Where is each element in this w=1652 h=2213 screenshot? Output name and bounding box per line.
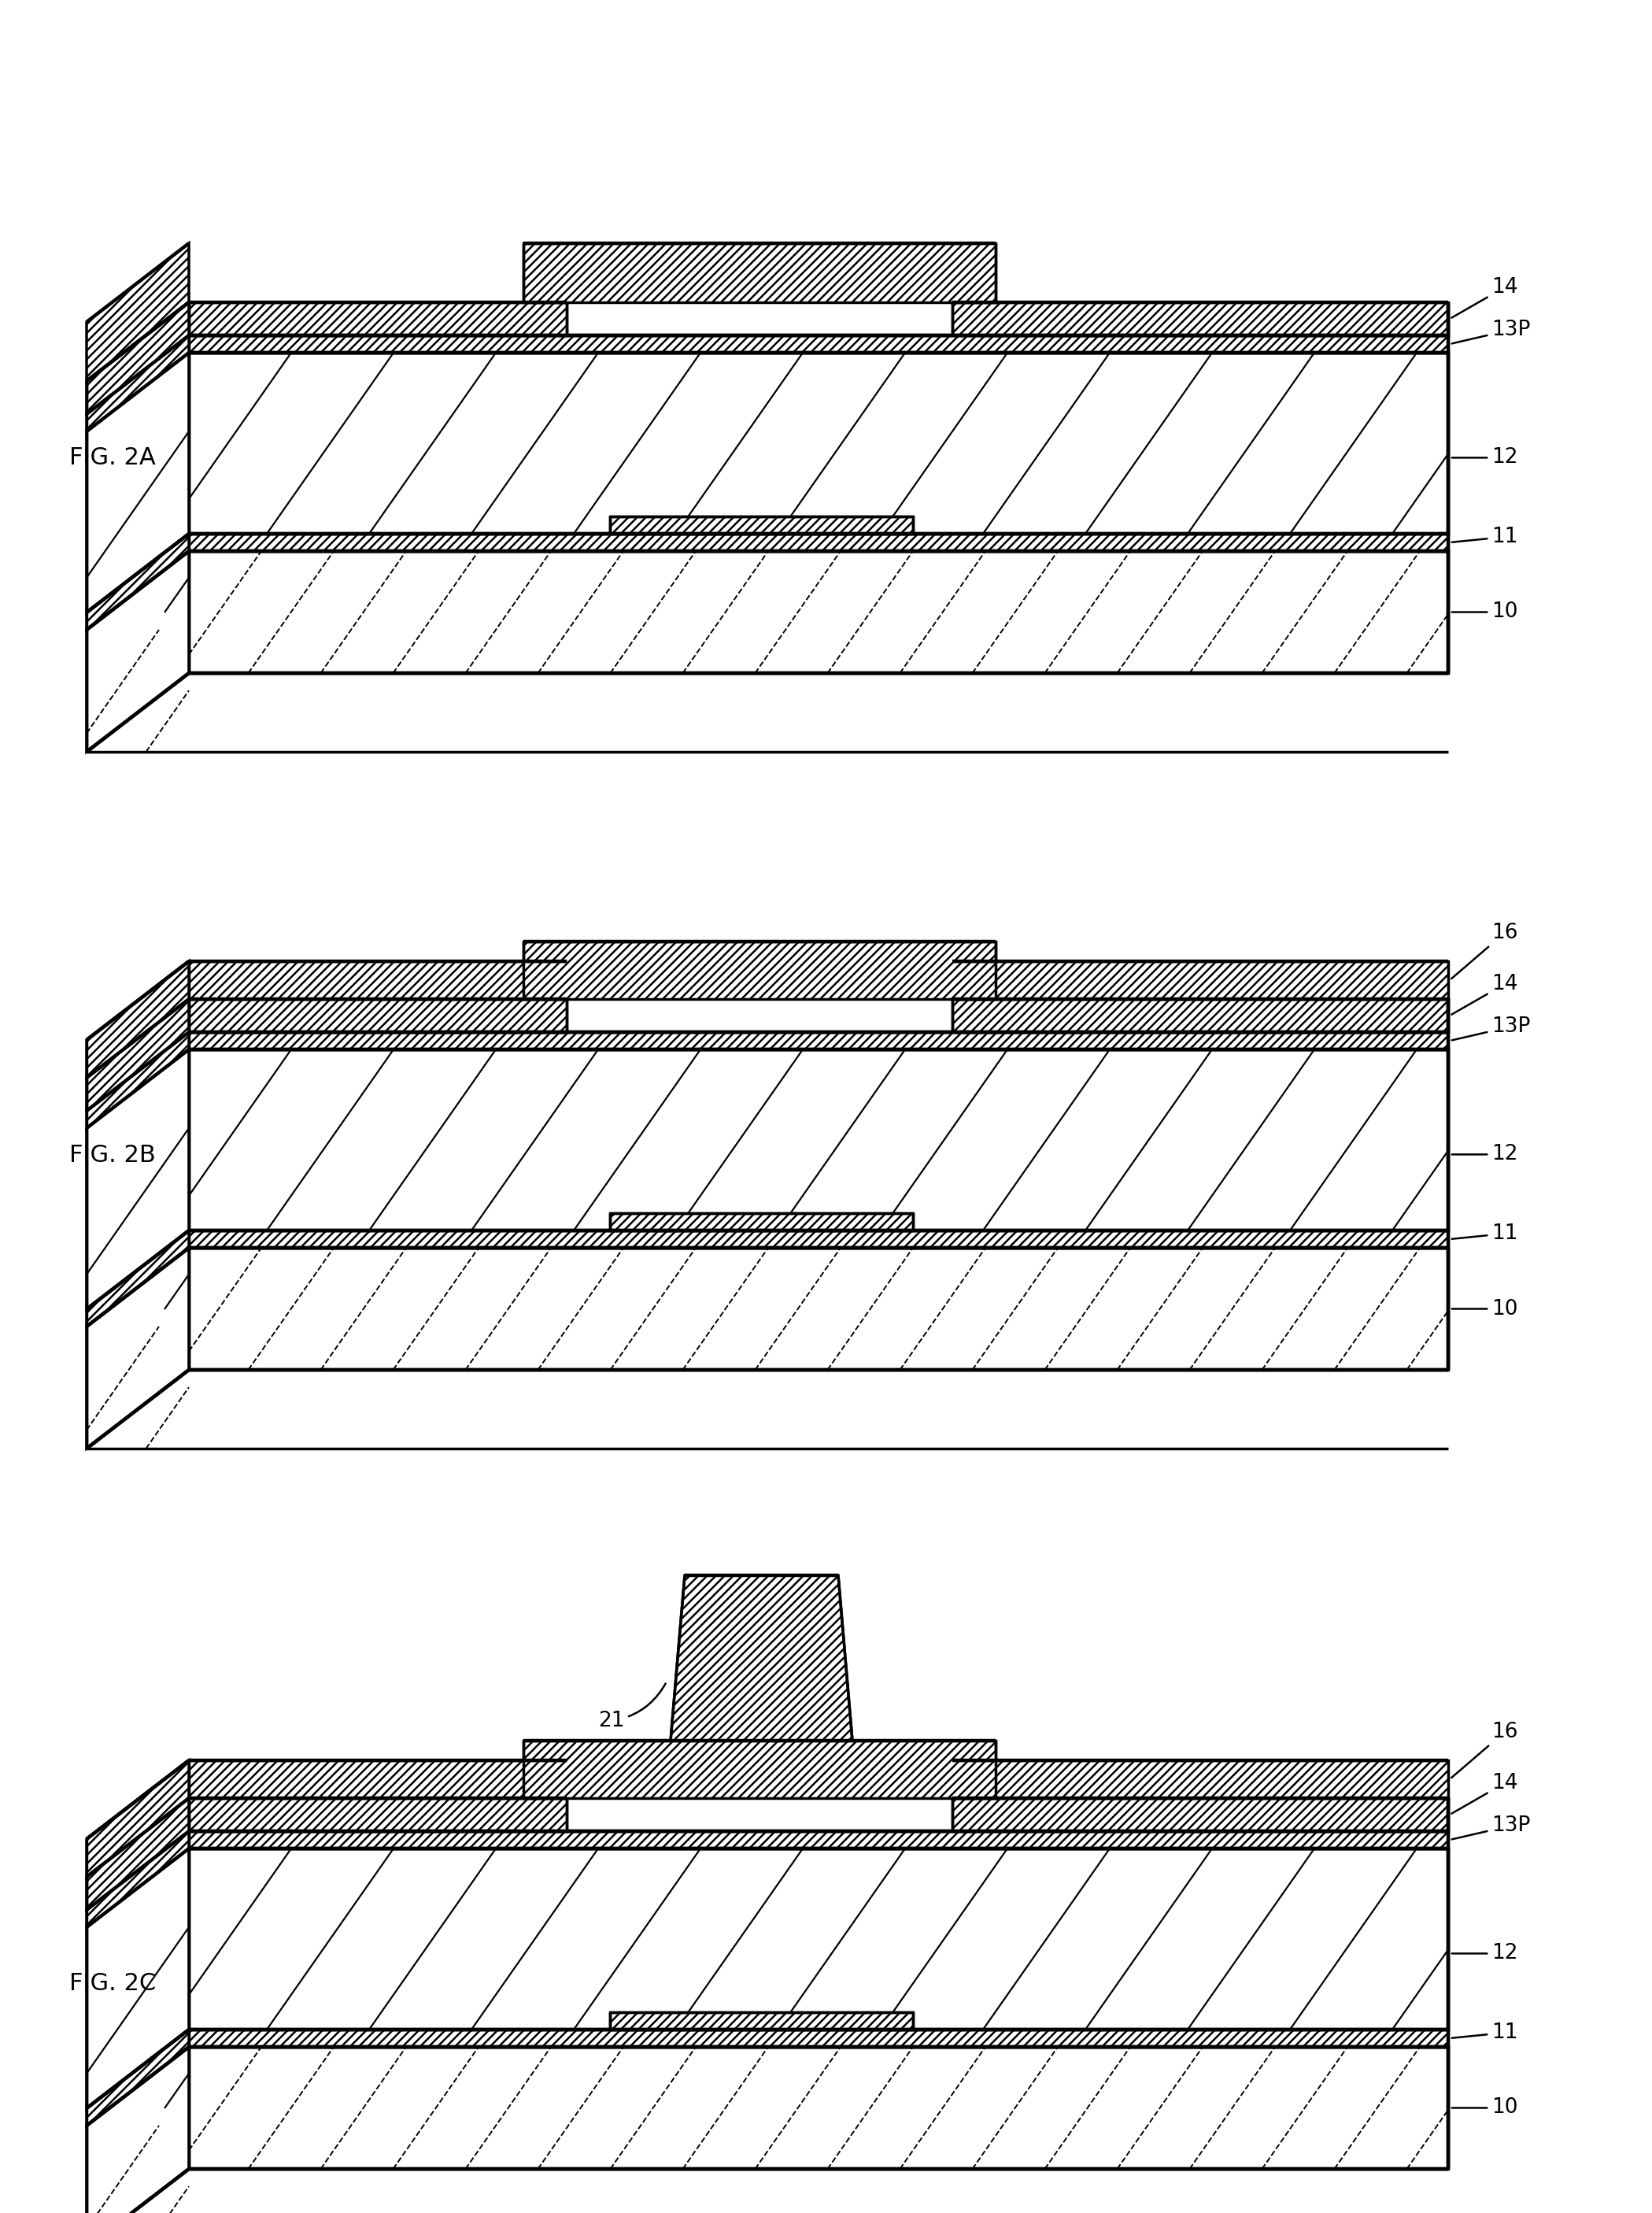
Text: 14: 14 (1452, 277, 1518, 319)
Polygon shape (188, 1799, 567, 1830)
Polygon shape (188, 303, 567, 336)
Text: 11: 11 (1452, 2023, 1518, 2043)
Polygon shape (188, 960, 567, 998)
Polygon shape (524, 941, 996, 998)
Polygon shape (188, 1230, 1449, 1248)
Polygon shape (86, 960, 188, 1078)
Polygon shape (671, 1576, 852, 1742)
Text: 16: 16 (1452, 1722, 1518, 1777)
Polygon shape (188, 551, 1449, 673)
Text: 16: 16 (1452, 923, 1518, 978)
Polygon shape (86, 998, 188, 1111)
Text: 14: 14 (1452, 1773, 1518, 1815)
Text: 11: 11 (1452, 1224, 1518, 1244)
Text: FIG. 2B: FIG. 2B (69, 1144, 155, 1166)
Polygon shape (610, 2012, 914, 2029)
Polygon shape (188, 998, 567, 1031)
Polygon shape (524, 243, 996, 303)
Polygon shape (952, 998, 1449, 1031)
Polygon shape (188, 1248, 1449, 1370)
Polygon shape (86, 1848, 188, 2109)
Polygon shape (86, 1759, 188, 1877)
Text: 12: 12 (1452, 1144, 1518, 1164)
Polygon shape (188, 2029, 1449, 2047)
Text: 13P: 13P (1452, 319, 1530, 343)
Polygon shape (952, 1799, 1449, 1830)
Polygon shape (86, 1049, 188, 1310)
Polygon shape (524, 1742, 996, 1799)
Polygon shape (952, 1759, 1449, 1799)
Text: 11: 11 (1452, 527, 1518, 547)
Polygon shape (188, 1848, 1449, 2029)
Polygon shape (188, 533, 1449, 551)
Polygon shape (86, 336, 188, 432)
Text: 13P: 13P (1452, 1016, 1530, 1040)
Text: FIG. 2A: FIG. 2A (69, 447, 155, 469)
Text: FIG. 2C: FIG. 2C (69, 1972, 155, 1994)
Text: 14: 14 (1452, 974, 1518, 1014)
Polygon shape (86, 243, 188, 381)
Text: 10: 10 (1452, 1299, 1518, 1319)
Polygon shape (610, 1213, 914, 1230)
Polygon shape (188, 336, 1449, 352)
Polygon shape (86, 2029, 188, 2127)
Polygon shape (188, 1049, 1449, 1230)
Polygon shape (86, 1799, 188, 1910)
Polygon shape (86, 1031, 188, 1129)
Polygon shape (952, 960, 1449, 998)
Text: 10: 10 (1452, 602, 1518, 622)
Text: 10: 10 (1452, 2098, 1518, 2118)
Polygon shape (86, 1248, 188, 1450)
Polygon shape (86, 1830, 188, 1928)
Polygon shape (86, 2047, 188, 2213)
Polygon shape (86, 303, 188, 414)
Text: 21: 21 (598, 1684, 666, 1731)
Polygon shape (86, 533, 188, 631)
Polygon shape (188, 1759, 567, 1799)
Polygon shape (610, 516, 914, 533)
Polygon shape (188, 1031, 1449, 1049)
Text: 13P: 13P (1452, 1815, 1530, 1839)
Polygon shape (188, 352, 1449, 533)
Polygon shape (86, 1230, 188, 1326)
Text: 12: 12 (1452, 447, 1518, 467)
Polygon shape (188, 2047, 1449, 2169)
Polygon shape (86, 551, 188, 752)
Text: 12: 12 (1452, 1943, 1518, 1963)
Polygon shape (952, 303, 1449, 336)
Polygon shape (188, 1830, 1449, 1848)
Polygon shape (86, 352, 188, 613)
